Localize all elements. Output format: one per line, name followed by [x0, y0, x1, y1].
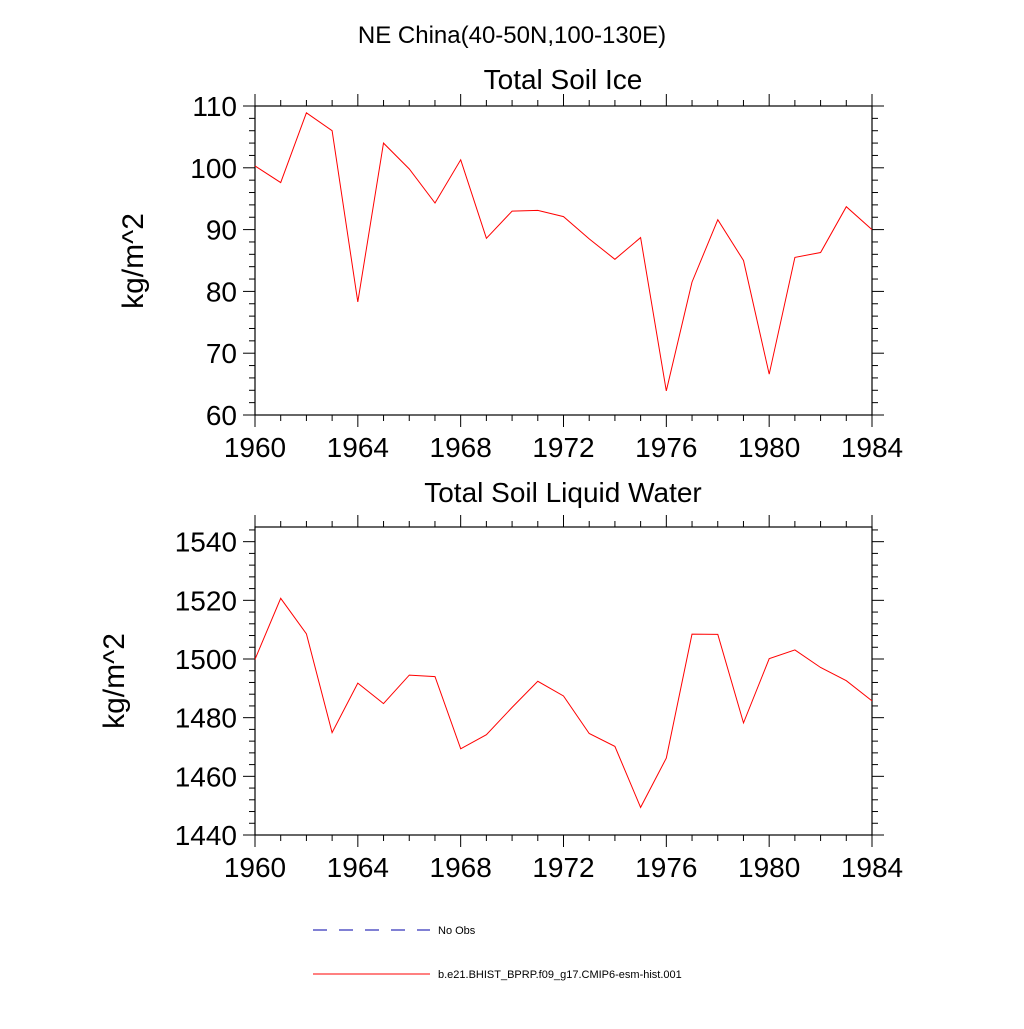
soil-liquid-series-line [254, 597, 873, 809]
figure-suptitle: NE China(40-50N,100-130E) [358, 22, 666, 49]
soil-liquid-xtick-label: 1972 [532, 852, 594, 883]
soil-liquid-xtick-label: 1980 [738, 852, 800, 883]
soil-ice-xtick-label: 1972 [532, 432, 594, 463]
soil-ice-xtick-label: 1984 [841, 432, 903, 463]
soil-liquid-ytick-label: 1460 [175, 761, 237, 792]
soil-ice-ytick-label: 100 [190, 153, 237, 184]
soil-ice-ytick-label: 70 [206, 338, 237, 369]
soil-liquid-xtick-label: 1976 [635, 852, 697, 883]
soil-liquid-ytick-label: 1500 [175, 644, 237, 675]
soil-liquid-xtick-label: 1984 [841, 852, 903, 883]
soil-liquid-title: Total Soil Liquid Water [424, 477, 702, 508]
soil-ice-ytick-label: 110 [192, 91, 237, 122]
soil-ice-xtick-label: 1968 [430, 432, 492, 463]
soil-liquid-ytick-label: 1440 [175, 820, 237, 851]
soil-liquid-plot-frame [254, 526, 873, 836]
soil-ice-ylabel: kg/m^2 [117, 213, 150, 309]
soil-ice-xtick-label: 1976 [635, 432, 697, 463]
soil-liquid-ytick-label: 1520 [175, 585, 237, 616]
soil-liquid-ytick-label: 1480 [175, 703, 237, 734]
soil-ice-ytick-label: 80 [206, 276, 237, 307]
soil-ice-xtick-label: 1960 [224, 432, 286, 463]
soil-liquid-xtick-label: 1968 [430, 852, 492, 883]
legend: No Obs b.e21.BHIST_BPRP.f09_g17.CMIP6-es… [313, 925, 682, 981]
soil-liquid-xtick-label: 1960 [224, 852, 286, 883]
soil-ice-title: Total Soil Ice [484, 64, 643, 95]
soil-liquid-xtick-label: 1964 [327, 852, 389, 883]
soil-ice-ytick-label: 90 [206, 215, 237, 246]
soil-liquid-ylabel: kg/m^2 [98, 633, 131, 729]
soil-liquid-panel: Total Soil Liquid Water kg/m^2 1960 1964 1… [98, 477, 903, 883]
soil-ice-xtick-label: 1964 [327, 432, 389, 463]
legend-obs-label: No Obs [438, 925, 476, 937]
soil-liquid-ytick-label: 1540 [175, 527, 237, 558]
soil-ice-xtick-label: 1980 [738, 432, 800, 463]
soil-ice-panel: Total Soil Ice kg/m^2 1960 1964 1968 1972 19… [117, 64, 903, 463]
legend-model-label: b.e21.BHIST_BPRP.f09_g17.CMIP6-esm-hist.… [438, 969, 682, 981]
soil-ice-ytick-label: 60 [206, 400, 237, 431]
soil-ice-series-line [254, 112, 873, 392]
soil-ice-plot-frame [254, 105, 873, 416]
